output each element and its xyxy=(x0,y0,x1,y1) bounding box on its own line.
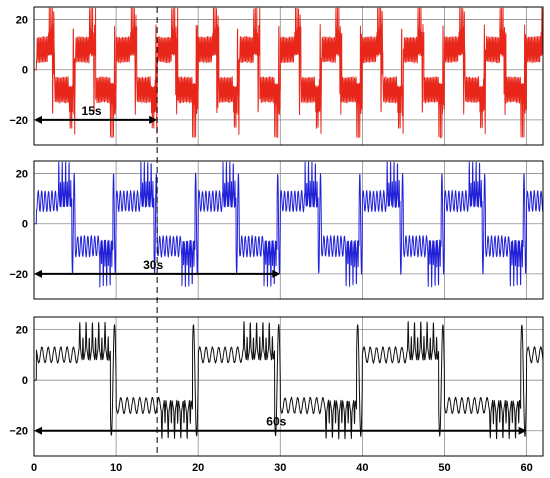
x-tick-label: 40 xyxy=(356,462,368,474)
series-line xyxy=(33,7,544,139)
annotation-label: 30s xyxy=(143,258,163,272)
panel-frame xyxy=(33,316,544,457)
panel-bottom: −20 0 20 60s xyxy=(9,316,544,457)
panel-frame xyxy=(33,6,544,146)
x-tick-labels: 0 10 20 30 40 50 60 xyxy=(31,462,533,474)
y-tick-label: 0 xyxy=(22,375,28,387)
y-tick-label: 0 xyxy=(22,219,28,231)
panel-top: −20 0 20 15s xyxy=(9,6,544,146)
y-tick-label: 20 xyxy=(16,169,28,181)
annotation-arrowhead-right xyxy=(272,269,281,278)
panel-middle: −20 0 20 30s xyxy=(9,160,544,300)
y-tick-label: 20 xyxy=(16,15,28,27)
y-tick-label: 20 xyxy=(16,325,28,337)
annotation-label: 60s xyxy=(266,415,286,429)
y-tick-label: −20 xyxy=(9,426,28,438)
y-tick-label: −20 xyxy=(9,269,28,281)
panel-frame xyxy=(33,160,544,300)
series-line xyxy=(33,161,544,288)
x-tick-label: 60 xyxy=(520,462,532,474)
annotation-label: 15s xyxy=(82,104,102,118)
annotation-arrowhead-left xyxy=(34,115,42,124)
annotation-arrowhead-right xyxy=(149,115,158,124)
y-tick-label: 0 xyxy=(22,65,28,77)
x-tick-label: 0 xyxy=(31,462,37,474)
annotation-arrowhead-left xyxy=(34,269,42,278)
panels: −20 0 20 15s −20 0 20 30s −20 0 20 60s xyxy=(9,6,544,457)
annotation-arrowhead-left xyxy=(34,426,42,435)
series-line xyxy=(33,321,544,440)
x-tick-label: 10 xyxy=(110,462,122,474)
x-tick-label: 50 xyxy=(438,462,450,474)
y-tick-label: −20 xyxy=(9,115,28,127)
x-tick-label: 20 xyxy=(192,462,204,474)
x-tick-label: 30 xyxy=(274,462,286,474)
annotation-arrowhead-right xyxy=(518,426,527,435)
